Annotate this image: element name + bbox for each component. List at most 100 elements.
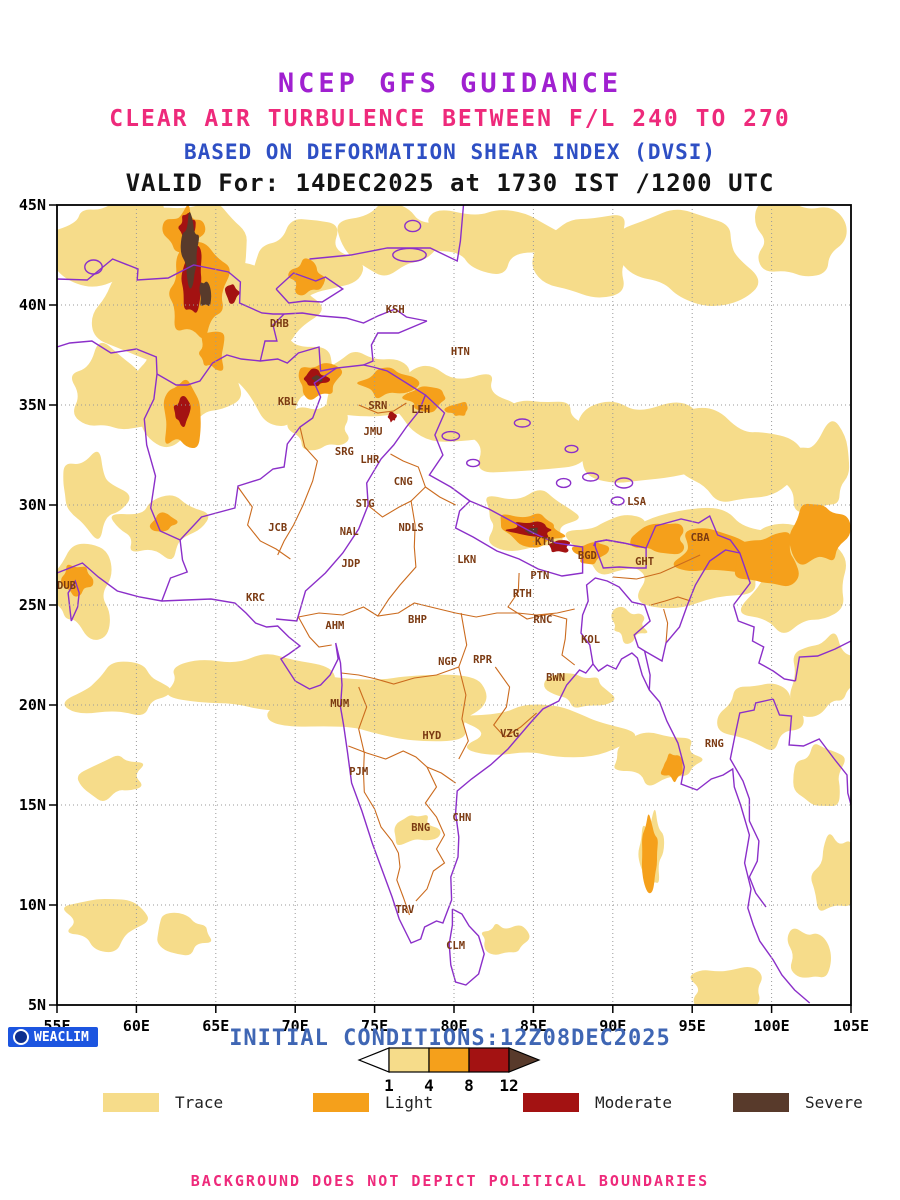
station-label-jdp: JDP bbox=[341, 558, 360, 570]
weaclim-logo-icon bbox=[13, 1029, 29, 1045]
station-label-bng: BNG bbox=[411, 822, 430, 834]
station-label-ksh: KSH bbox=[386, 304, 405, 316]
legend: Trace Light Moderate Severe bbox=[103, 1093, 900, 1112]
state-boundaries bbox=[237, 402, 701, 916]
lat-tick-label: 30N bbox=[19, 496, 46, 514]
colorbar-tick-label: 8 bbox=[464, 1076, 474, 1094]
station-label-hyd: HYD bbox=[422, 730, 441, 742]
colorbar-tick-label: 12 bbox=[499, 1076, 518, 1094]
station-label-leh: LEH bbox=[411, 404, 430, 416]
station-label-chn: CHN bbox=[452, 812, 471, 824]
station-label-lsa: LSA bbox=[627, 496, 647, 508]
legend-label-moderate: Moderate bbox=[595, 1093, 673, 1112]
legend-item-light: Light bbox=[313, 1093, 523, 1112]
station-label-kol: KOL bbox=[581, 634, 600, 646]
shading-severe bbox=[180, 212, 538, 535]
station-label-mum: MUM bbox=[330, 698, 349, 710]
legend-label-severe: Severe bbox=[805, 1093, 863, 1112]
lon-tick-label: 60E bbox=[123, 1017, 150, 1035]
legend-swatch-trace bbox=[103, 1093, 159, 1112]
lat-tick-label: 45N bbox=[19, 196, 46, 214]
lon-tick-label: 65E bbox=[202, 1017, 229, 1035]
legend-swatch-severe bbox=[733, 1093, 789, 1112]
lat-tick-label: 40N bbox=[19, 296, 46, 314]
station-label-nal: NAL bbox=[340, 526, 359, 538]
valid-time-line: VALID For: 14DEC2025 at 1730 IST /1200 U… bbox=[125, 169, 775, 197]
turbulence-map: KSH DHB HTN KBL SRN LEH JMU SRG LHR CNG STG JCB NDLS… bbox=[19, 196, 869, 1035]
station-label-cng: CNG bbox=[394, 476, 413, 488]
lon-tick-label: 95E bbox=[679, 1017, 706, 1035]
footer-row: INITIAL CONDITIONS:12Z08DEC2025 WEACLIM bbox=[0, 1026, 900, 1052]
colorbar-tick-label: 4 bbox=[424, 1076, 434, 1094]
station-label-dhb: DHB bbox=[270, 318, 289, 330]
station-label-rnc: RNC bbox=[533, 614, 552, 626]
legend-label-light: Light bbox=[385, 1093, 434, 1112]
station-label-stg: STG bbox=[356, 498, 375, 510]
station-label-ndls: NDLS bbox=[398, 522, 423, 534]
lon-tick-label: 75E bbox=[361, 1017, 388, 1035]
station-label-srg: SRG bbox=[335, 446, 354, 458]
station-label-rth: RTH bbox=[513, 588, 532, 600]
colorbar-tick-label: 1 bbox=[384, 1076, 394, 1094]
lon-tick-label: 85E bbox=[520, 1017, 547, 1035]
lat-tick-label: 15N bbox=[19, 796, 46, 814]
station-label-bgd: BGD bbox=[578, 550, 597, 562]
station-label-srn: SRN bbox=[368, 400, 387, 412]
station-label-lhr: LHR bbox=[360, 454, 380, 466]
station-label-rng: RNG bbox=[705, 738, 724, 750]
station-label-ptn: PTN bbox=[530, 570, 549, 582]
station-label-trv: TRV bbox=[395, 904, 415, 916]
station-label-htn: HTN bbox=[451, 346, 470, 358]
station-label-vzg: VZG bbox=[500, 728, 519, 740]
lon-tick-label: 100E bbox=[754, 1017, 790, 1035]
lat-tick-label: 25N bbox=[19, 596, 46, 614]
lon-tick-label: 70E bbox=[282, 1017, 309, 1035]
lat-tick-label: 35N bbox=[19, 396, 46, 414]
lon-tick-label: 105E bbox=[833, 1017, 869, 1035]
station-label-rpr: RPR bbox=[473, 654, 493, 666]
lat-tick-label: 5N bbox=[28, 996, 46, 1014]
legend-item-trace: Trace bbox=[103, 1093, 313, 1112]
lat-tick-label: 20N bbox=[19, 696, 46, 714]
initial-conditions-text: INITIAL CONDITIONS:12Z08DEC2025 bbox=[229, 1026, 671, 1051]
country-boundaries bbox=[57, 205, 851, 1004]
legend-label-trace: Trace bbox=[175, 1093, 224, 1112]
lon-tick-label: 80E bbox=[440, 1017, 467, 1035]
colorbar-cell bbox=[388, 1047, 430, 1073]
station-label-bwn: BWN bbox=[546, 672, 565, 684]
colorbar-arrow-left bbox=[357, 1047, 390, 1073]
legend-item-moderate: Moderate bbox=[523, 1093, 733, 1112]
colorbar-arrow-right bbox=[508, 1047, 541, 1073]
station-label-ght: GHT bbox=[635, 556, 654, 568]
colorbar-cell bbox=[468, 1047, 510, 1073]
lon-tick-label: 90E bbox=[599, 1017, 626, 1035]
legend-swatch-moderate bbox=[523, 1093, 579, 1112]
colorbar-scale: 1 4 8 12 bbox=[357, 1047, 541, 1094]
station-label-bhp: BHP bbox=[408, 614, 427, 626]
page-title: NCEP GFS GUIDANCE bbox=[277, 68, 623, 99]
station-label-krc: KRC bbox=[246, 592, 265, 604]
station-label-ngp: NGP bbox=[438, 656, 457, 668]
disclaimer-text: BACKGROUND DOES NOT DEPICT POLITICAL BOU… bbox=[190, 1172, 710, 1190]
station-label-ahm: AHM bbox=[325, 620, 344, 632]
station-label-kbl: KBL bbox=[278, 396, 297, 408]
station-label-pjm: PJM bbox=[349, 766, 368, 778]
station-label-dub: DUB bbox=[57, 580, 76, 592]
page-subtitle-turbulence: CLEAR AIR TURBULENCE BETWEEN F/L 240 TO … bbox=[109, 106, 791, 132]
station-label-lkn: LKN bbox=[457, 554, 476, 566]
legend-item-severe: Severe bbox=[733, 1093, 900, 1112]
colorbar-cell bbox=[428, 1047, 470, 1073]
page-subtitle-method: BASED ON DEFORMATION SHEAR INDEX (DVSI) bbox=[183, 140, 717, 164]
legend-swatch-light bbox=[313, 1093, 369, 1112]
grid-lines bbox=[57, 205, 851, 1005]
axis-ticks bbox=[49, 204, 852, 1013]
lat-tick-label: 10N bbox=[19, 896, 46, 914]
weaclim-logo: WEACLIM bbox=[8, 1027, 98, 1047]
weaclim-logo-text: WEACLIM bbox=[34, 1029, 89, 1045]
station-label-cba: CBA bbox=[691, 532, 711, 544]
station-label-clm: CLM bbox=[446, 940, 465, 952]
station-label-jcb: JCB bbox=[268, 522, 287, 534]
station-label-jmu: JMU bbox=[364, 426, 383, 438]
